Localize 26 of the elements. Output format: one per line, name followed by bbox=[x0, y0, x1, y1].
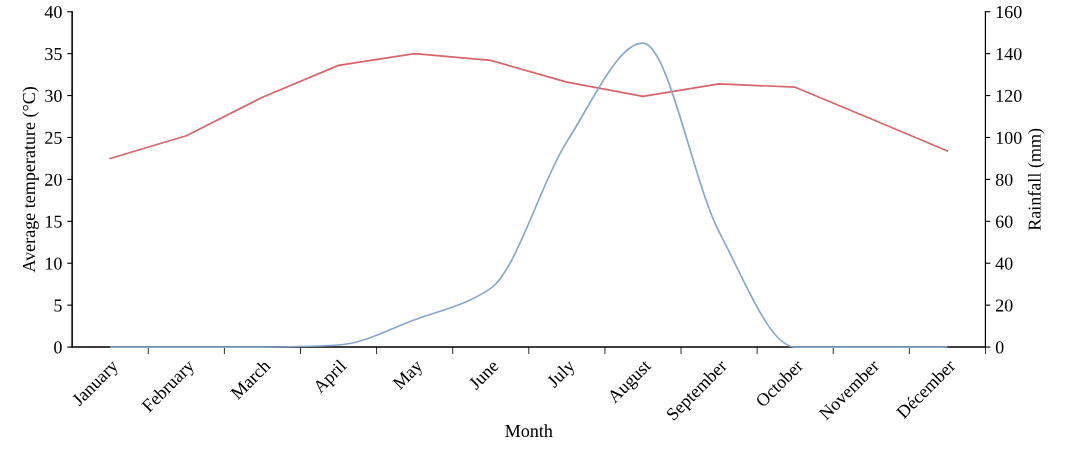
y2-tick-label: 120 bbox=[996, 89, 1022, 102]
y2-tick-label: 160 bbox=[996, 5, 1022, 19]
y-tick-label: 40 bbox=[44, 5, 62, 19]
y2-tick-label: 100 bbox=[996, 131, 1022, 144]
y2-tick-label: 40 bbox=[995, 257, 1013, 270]
y-tick-label: 30 bbox=[45, 89, 62, 102]
y-tick-label: 20 bbox=[45, 173, 62, 186]
y2-tick-label: 20 bbox=[995, 299, 1013, 312]
y-axis-title: Average temperature (°C) bbox=[22, 87, 39, 273]
x-tick-label: June bbox=[468, 359, 500, 391]
y2-tick-label: 0 bbox=[995, 341, 1004, 354]
y2-tick-label: 80 bbox=[995, 173, 1013, 186]
x-tick-label: May bbox=[392, 358, 427, 393]
x-axis-title: Month bbox=[505, 424, 553, 438]
y2-axis-title: Rainfall (mm) bbox=[1027, 128, 1045, 231]
y2-tick-label: 60 bbox=[995, 215, 1013, 228]
y-tick-label: 0 bbox=[54, 341, 62, 354]
y2-tick-label: 140 bbox=[996, 47, 1022, 61]
y-tick-label: 15 bbox=[45, 215, 62, 228]
y-tick-label: 5 bbox=[54, 299, 62, 312]
y-tick-label: 25 bbox=[45, 131, 62, 144]
x-tick-label: July bbox=[545, 358, 579, 391]
line-series bbox=[109, 42, 949, 348]
y-tick-label: 35 bbox=[45, 47, 62, 61]
line-series bbox=[109, 52, 949, 160]
y-tick-label: 10 bbox=[45, 257, 62, 270]
